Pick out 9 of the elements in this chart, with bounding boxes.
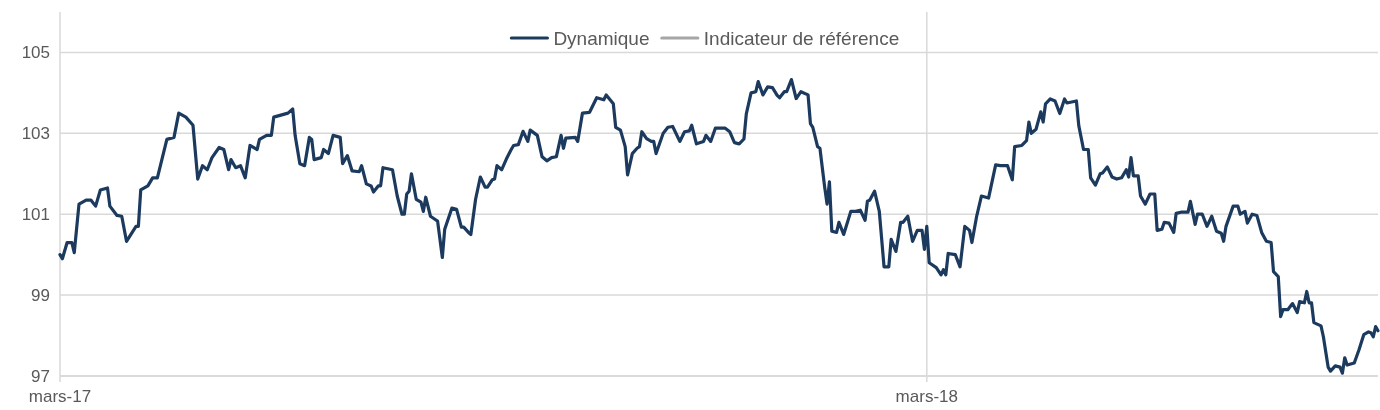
y-tick-label: 101 (21, 205, 50, 225)
y-tick-label: 97 (31, 366, 50, 386)
x-tick-label: mars-18 (895, 387, 958, 406)
x-tick-label: mars-17 (28, 387, 92, 406)
y-tick-label: 105 (21, 43, 50, 63)
y-tick-label: 99 (31, 286, 50, 306)
legend-label: Dynamique (553, 27, 650, 49)
y-tick-label: 103 (21, 124, 50, 144)
legend-label: Indicateur de référence (703, 27, 900, 49)
